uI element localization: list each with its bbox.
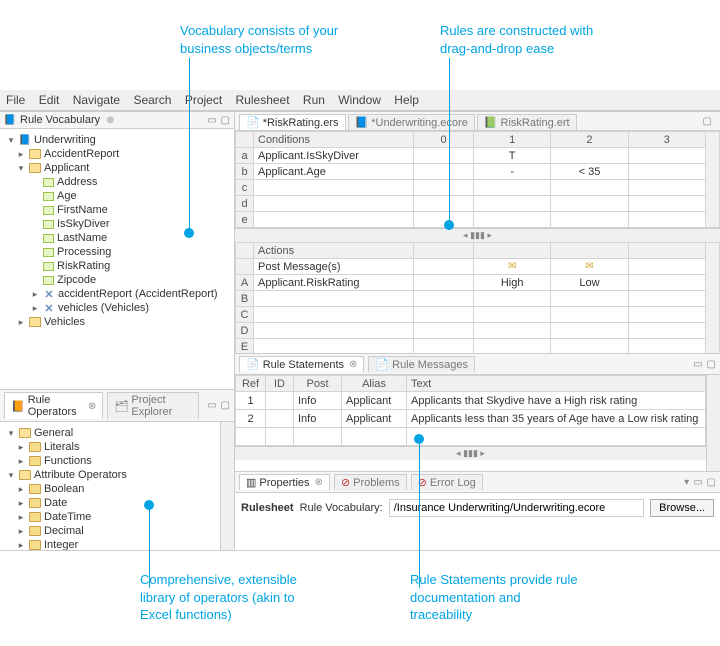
- tree-attr[interactable]: FirstName: [57, 204, 108, 216]
- tree-attr[interactable]: Age: [57, 190, 77, 202]
- tree-item[interactable]: Literals: [44, 441, 79, 453]
- menu-search[interactable]: Search: [133, 93, 171, 107]
- callout-rules: Rules are constructed with drag-and-drop…: [440, 22, 660, 57]
- vocab-tree[interactable]: ▾📘Underwriting ▸AccidentReport ▾Applican…: [0, 129, 234, 389]
- menu-file[interactable]: File: [6, 93, 25, 107]
- conditions-grid[interactable]: Conditions0123 aApplicant.IsSkyDiverT bA…: [235, 131, 720, 228]
- tree-attr[interactable]: Processing: [57, 246, 111, 258]
- menu-rulesheet[interactable]: Rulesheet: [236, 93, 290, 107]
- vocab-path-input[interactable]: [389, 499, 644, 517]
- props-section: Rulesheet: [241, 502, 294, 514]
- tree-assoc[interactable]: vehicles (Vehicles): [58, 302, 149, 314]
- tab-riskrating-ers[interactable]: 📄*RiskRating.ers: [239, 114, 346, 130]
- vocab-icon: 📘: [4, 114, 16, 126]
- tree-entity-applicant[interactable]: Applicant: [44, 162, 89, 174]
- menu-run[interactable]: Run: [303, 93, 325, 107]
- hscroll[interactable]: ◂ ▮▮▮ ▸: [235, 228, 720, 242]
- view-menu-icon[interactable]: ▾: [684, 477, 689, 488]
- maximize-icon[interactable]: ▢: [221, 115, 230, 126]
- minimize-icon[interactable]: ▭: [693, 359, 702, 370]
- scrollbar[interactable]: [220, 422, 234, 550]
- tree-entity[interactable]: Vehicles: [44, 316, 85, 328]
- tree-assoc[interactable]: accidentReport (AccidentReport): [58, 288, 218, 300]
- scrollbar[interactable]: [706, 375, 720, 471]
- tree-attr[interactable]: Address: [57, 176, 97, 188]
- tab-problems[interactable]: ⊘Problems: [334, 474, 407, 490]
- rule-statements-grid[interactable]: RefIDPostAliasText 1InfoApplicantApplica…: [235, 375, 706, 446]
- tree-attr[interactable]: LastName: [57, 232, 107, 244]
- menubar: File Edit Navigate Search Project Rulesh…: [0, 90, 720, 111]
- tree-group[interactable]: Attribute Operators: [34, 469, 127, 481]
- maximize-icon[interactable]: ▢: [707, 359, 716, 370]
- minimize-icon[interactable]: ▭: [207, 115, 216, 126]
- maximize-icon[interactable]: ▢: [707, 477, 716, 488]
- tab-operators[interactable]: 📙Rule Operators⊗: [4, 392, 103, 419]
- tree-entity[interactable]: AccidentReport: [44, 148, 119, 160]
- menu-help[interactable]: Help: [394, 93, 419, 107]
- callout-statements: Rule Statements provide rule documentati…: [410, 571, 630, 624]
- tab-rule-statements[interactable]: 📄Rule Statements⊗: [239, 356, 364, 372]
- tree-item[interactable]: Integer: [44, 539, 78, 550]
- tab-error-log[interactable]: ⊘Error Log: [411, 474, 483, 490]
- tab-project-explorer[interactable]: 🗂Project Explorer: [107, 392, 199, 419]
- minimize-icon[interactable]: ▭: [207, 400, 216, 411]
- hscroll[interactable]: ◂ ▮▮▮ ▸: [235, 446, 706, 460]
- tree-item[interactable]: Boolean: [44, 483, 84, 495]
- callout-operators: Comprehensive, extensible library of ope…: [140, 571, 360, 624]
- tab-rule-messages[interactable]: 📄Rule Messages: [368, 356, 475, 372]
- tree-attr[interactable]: IsSkyDiver: [57, 218, 110, 230]
- menu-window[interactable]: Window: [338, 93, 381, 107]
- maximize-icon[interactable]: ▢: [703, 116, 712, 128]
- props-field-label: Rule Vocabulary:: [300, 502, 383, 514]
- tree-item[interactable]: DateTime: [44, 511, 91, 523]
- tree-attr[interactable]: Zipcode: [57, 274, 96, 286]
- callout-vocab: Vocabulary consists of your business obj…: [180, 22, 400, 57]
- menu-navigate[interactable]: Navigate: [73, 93, 120, 107]
- menu-edit[interactable]: Edit: [39, 93, 60, 107]
- operators-tree[interactable]: ▾General ▸Literals ▸Functions ▾Attribute…: [0, 422, 220, 550]
- tree-item[interactable]: Functions: [44, 455, 92, 467]
- tab-riskrating-ert[interactable]: 📗RiskRating.ert: [477, 114, 577, 130]
- maximize-icon[interactable]: ▢: [221, 400, 230, 411]
- tree-attr[interactable]: RiskRating: [57, 260, 110, 272]
- vocab-title: Rule Vocabulary: [20, 114, 100, 126]
- minimize-icon[interactable]: ▭: [693, 477, 702, 488]
- close-icon[interactable]: ⊗: [106, 115, 114, 126]
- tree-item[interactable]: Decimal: [44, 525, 84, 537]
- tab-underwriting-ecore[interactable]: 📘*Underwriting.ecore: [348, 114, 475, 130]
- tree-item[interactable]: Date: [44, 497, 67, 509]
- actions-grid[interactable]: Actions Post Message(s)✉✉ AApplicant.Ris…: [235, 242, 720, 353]
- tree-group[interactable]: General: [34, 427, 73, 439]
- tab-properties[interactable]: ▥Properties⊗: [239, 474, 330, 490]
- menu-project[interactable]: Project: [185, 93, 222, 107]
- tree-root[interactable]: Underwriting: [34, 134, 96, 146]
- browse-button[interactable]: Browse...: [650, 499, 714, 517]
